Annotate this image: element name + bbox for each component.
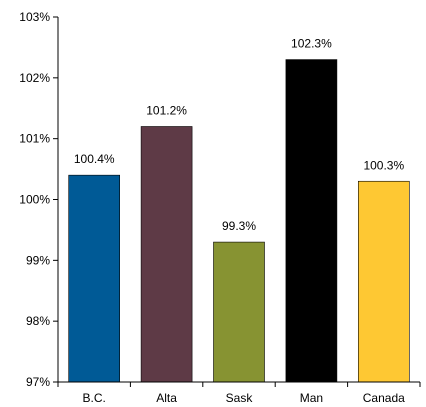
data-labels-group: 100.4% 101.2% 99.3% 102.3% 100.3% <box>74 37 405 233</box>
x-tick-label: Alta <box>156 391 177 405</box>
bar <box>68 174 120 383</box>
y-tick-label: 99% <box>26 253 50 267</box>
data-label: 100.4% <box>74 152 115 166</box>
x-tick-label: Man <box>300 391 323 405</box>
y-tick-label: 100% <box>19 193 50 207</box>
y-tick-label: 98% <box>26 314 50 328</box>
y-tick-label: 101% <box>19 132 50 146</box>
bar <box>140 126 193 383</box>
x-tick-label: Canada <box>363 391 405 405</box>
bar <box>285 59 338 383</box>
y-tick-label: 102% <box>19 71 50 85</box>
x-tick-label: Sask <box>226 391 254 405</box>
data-label: 101.2% <box>146 104 187 118</box>
data-label: 99.3% <box>222 219 256 233</box>
y-axis-ticks: 97% 98% 99% 100% 101% 102% 103% <box>19 10 58 389</box>
y-tick-label: 103% <box>19 10 50 24</box>
x-axis-ticks: B.C. Alta Sask Man Canada <box>57 382 421 405</box>
bar <box>213 241 265 383</box>
bars-group <box>68 59 410 383</box>
y-tick-label: 97% <box>26 375 50 389</box>
bar <box>357 180 410 383</box>
data-label: 100.3% <box>363 158 404 172</box>
data-label: 102.3% <box>291 37 332 51</box>
x-tick-label: B.C. <box>83 391 106 405</box>
